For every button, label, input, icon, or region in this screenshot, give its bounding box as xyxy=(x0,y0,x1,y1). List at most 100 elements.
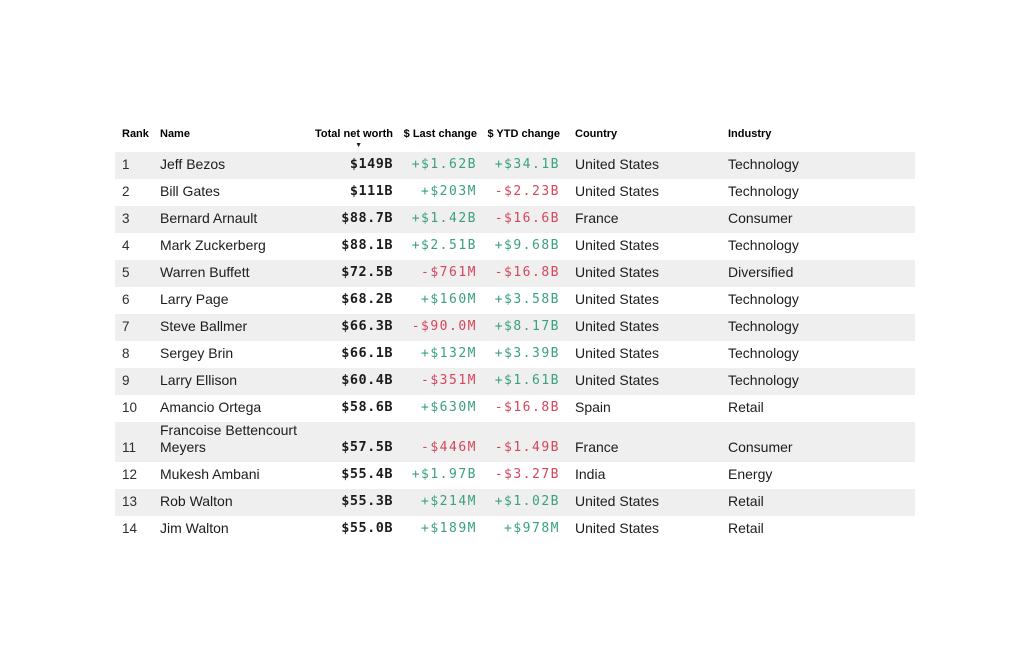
net-worth-cell: $88.1B xyxy=(341,237,393,253)
industry-cell: Technology xyxy=(728,345,799,361)
country-cell: United States xyxy=(575,237,660,253)
net-worth-cell: $55.3B xyxy=(341,493,393,509)
ytd-change-cell: +$978M xyxy=(504,521,560,536)
column-header-ytd-change[interactable]: $ YTD change xyxy=(487,128,560,140)
table-row[interactable]: 6 Larry Page $68.2B +$160M +$3.58B United Sta… xyxy=(115,287,915,314)
country-cell: France xyxy=(575,439,619,455)
rank-cell: 4 xyxy=(122,238,130,253)
name-cell[interactable]: Bernard Arnault xyxy=(160,210,258,226)
table-row[interactable]: 10 Amancio Ortega $58.6B +$630M -$16.8B Spain… xyxy=(115,395,915,422)
name-cell[interactable]: Steve Ballmer xyxy=(160,318,248,334)
table-row[interactable]: 14 Jim Walton $55.0B +$189M +$978M United Sta… xyxy=(115,516,915,543)
industry-cell: Energy xyxy=(728,466,773,482)
industry-cell: Technology xyxy=(728,156,799,172)
industry-cell: Technology xyxy=(728,318,799,334)
name-cell[interactable]: Larry Ellison xyxy=(160,372,238,388)
country-cell: France xyxy=(575,210,619,226)
net-worth-cell: $66.1B xyxy=(341,345,393,361)
ytd-change-cell: -$16.6B xyxy=(494,211,560,226)
table-body: 1 Jeff Bezos $149B +$1.62B +$34.1B United Sta… xyxy=(115,152,915,543)
name-cell[interactable]: Francoise Bettencourt Meyers xyxy=(160,422,297,455)
rank-cell: 9 xyxy=(122,373,130,388)
column-header-industry[interactable]: Industry xyxy=(728,128,772,140)
rank-cell: 2 xyxy=(122,184,130,199)
last-change-cell: +$189M xyxy=(421,521,477,536)
industry-cell: Retail xyxy=(728,399,764,415)
net-worth-cell: $88.7B xyxy=(341,210,393,226)
country-cell: Spain xyxy=(575,399,611,415)
last-change-cell: +$630M xyxy=(421,400,477,415)
column-header-net-worth[interactable]: Total net worth ▼ xyxy=(310,122,393,152)
net-worth-cell: $111B xyxy=(349,183,393,199)
billionaires-table: Rank Name Total net worth ▼ $ Last chang… xyxy=(115,122,915,543)
name-cell[interactable]: Larry Page xyxy=(160,291,229,307)
last-change-cell: +$1.62B xyxy=(411,157,477,172)
name-cell[interactable]: Amancio Ortega xyxy=(160,399,262,415)
rank-cell: 14 xyxy=(122,521,138,536)
name-cell[interactable]: Rob Walton xyxy=(160,493,233,509)
name-cell[interactable]: Jim Walton xyxy=(160,520,229,536)
rank-cell: 13 xyxy=(122,494,138,509)
industry-cell: Technology xyxy=(728,237,799,253)
industry-cell: Technology xyxy=(728,291,799,307)
last-change-cell: +$203M xyxy=(421,184,477,199)
net-worth-cell: $72.5B xyxy=(341,264,393,280)
industry-cell: Consumer xyxy=(728,210,793,226)
last-change-cell: -$761M xyxy=(421,265,477,280)
column-header-name[interactable]: Name xyxy=(160,128,190,140)
ytd-change-cell: +$3.39B xyxy=(494,346,560,361)
net-worth-cell: $60.4B xyxy=(341,372,393,388)
column-header-last-change[interactable]: $ Last change xyxy=(403,128,477,140)
table-row[interactable]: 8 Sergey Brin $66.1B +$132M +$3.39B United St… xyxy=(115,341,915,368)
last-change-cell: -$446M xyxy=(421,440,477,455)
rankings-table: Rank Name Total net worth ▼ $ Last chang… xyxy=(115,122,915,543)
table-row[interactable]: 12 Mukesh Ambani $55.4B +$1.97B -$3.27B India… xyxy=(115,462,915,489)
table-row[interactable]: 4 Mark Zuckerberg $88.1B +$2.51B +$9.68B Unit… xyxy=(115,233,915,260)
rank-cell: 6 xyxy=(122,292,130,307)
table-row[interactable]: 11 Francoise Bettencourt Meyers $57.5B -$44… xyxy=(115,422,915,462)
rank-cell: 7 xyxy=(122,319,130,334)
country-cell: United States xyxy=(575,345,660,361)
last-change-cell: +$2.51B xyxy=(411,238,477,253)
country-cell: United States xyxy=(575,372,660,388)
ytd-change-cell: +$1.02B xyxy=(494,494,560,509)
industry-cell: Retail xyxy=(728,520,764,536)
name-cell[interactable]: Bill Gates xyxy=(160,183,220,199)
name-cell[interactable]: Jeff Bezos xyxy=(160,156,226,172)
table-row[interactable]: 9 Larry Ellison $60.4B -$351M +$1.61B United … xyxy=(115,368,915,395)
ytd-change-cell: -$16.8B xyxy=(494,400,560,415)
column-header-rank[interactable]: Rank xyxy=(122,128,149,140)
last-change-cell: +$1.42B xyxy=(411,211,477,226)
sort-descending-icon: ▼ xyxy=(355,142,362,149)
industry-cell: Technology xyxy=(728,372,799,388)
country-cell: United States xyxy=(575,264,660,280)
rank-cell: 8 xyxy=(122,346,130,361)
net-worth-cell: $55.0B xyxy=(341,520,393,536)
table-row[interactable]: 1 Jeff Bezos $149B +$1.62B +$34.1B United Sta… xyxy=(115,152,915,179)
name-cell[interactable]: Mark Zuckerberg xyxy=(160,237,266,253)
last-change-cell: +$214M xyxy=(421,494,477,509)
last-change-cell: +$160M xyxy=(421,292,477,307)
name-cell[interactable]: Mukesh Ambani xyxy=(160,466,260,482)
column-header-net-worth-label: Total net worth xyxy=(314,128,393,140)
table-row[interactable]: 3 Bernard Arnault $88.7B +$1.42B -$16.6B Fran… xyxy=(115,206,915,233)
ytd-change-cell: +$9.68B xyxy=(494,238,560,253)
table-row[interactable]: 2 Bill Gates $111B +$203M -$2.23B United Stat… xyxy=(115,179,915,206)
table-row[interactable]: 5 Warren Buffett $72.5B -$761M -$16.8B United… xyxy=(115,260,915,287)
last-change-cell: +$132M xyxy=(421,346,477,361)
net-worth-cell: $66.3B xyxy=(341,318,393,334)
column-header-country[interactable]: Country xyxy=(575,128,618,140)
name-cell[interactable]: Sergey Brin xyxy=(160,345,234,361)
net-worth-cell: $55.4B xyxy=(341,466,393,482)
country-cell: United States xyxy=(575,291,660,307)
country-cell: United States xyxy=(575,183,660,199)
ytd-change-cell: +$34.1B xyxy=(494,157,560,172)
table-row[interactable]: 13 Rob Walton $55.3B +$214M +$1.02B United St… xyxy=(115,489,915,516)
table-row[interactable]: 7 Steve Ballmer $66.3B -$90.0M +$8.17B United… xyxy=(115,314,915,341)
industry-cell: Consumer xyxy=(728,439,793,455)
rank-cell: 12 xyxy=(122,467,138,482)
net-worth-cell: $149B xyxy=(349,156,393,172)
last-change-cell: -$90.0M xyxy=(411,319,477,334)
name-cell[interactable]: Warren Buffett xyxy=(160,264,250,280)
rank-cell: 1 xyxy=(122,157,130,172)
